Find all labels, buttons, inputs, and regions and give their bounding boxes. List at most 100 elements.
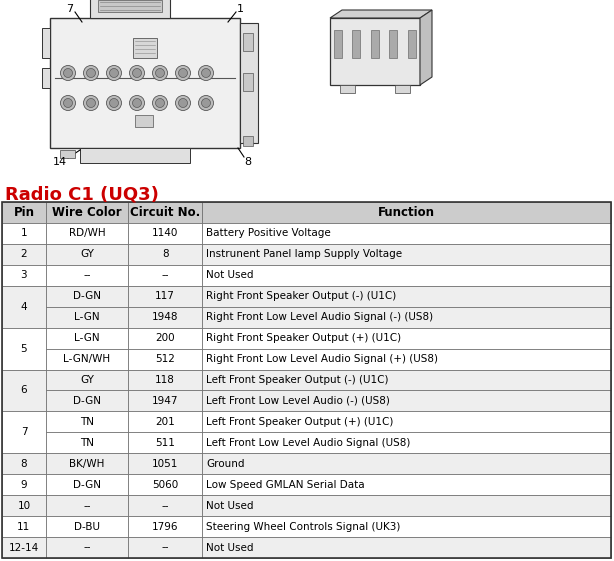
Bar bbox=[128, 202, 203, 223]
Bar bbox=[203, 474, 611, 495]
Polygon shape bbox=[330, 10, 432, 18]
Bar bbox=[203, 265, 611, 286]
Bar bbox=[203, 433, 611, 453]
Bar bbox=[46, 370, 128, 390]
Circle shape bbox=[133, 68, 141, 77]
Text: Right Front Speaker Output (-) (U1C): Right Front Speaker Output (-) (U1C) bbox=[206, 291, 397, 301]
Bar bbox=[203, 495, 611, 516]
Bar bbox=[46, 390, 128, 411]
Text: --: -- bbox=[161, 270, 169, 280]
Bar bbox=[42, 68, 50, 88]
Bar bbox=[203, 328, 611, 348]
Bar bbox=[46, 328, 128, 348]
Circle shape bbox=[201, 99, 211, 108]
Bar bbox=[128, 516, 203, 537]
Circle shape bbox=[198, 66, 214, 80]
Text: 1140: 1140 bbox=[152, 228, 179, 238]
Bar bbox=[2, 411, 46, 453]
Circle shape bbox=[155, 99, 165, 108]
Bar bbox=[203, 390, 611, 411]
Text: 512: 512 bbox=[155, 354, 175, 364]
Text: 10: 10 bbox=[17, 500, 31, 511]
Text: Not Used: Not Used bbox=[206, 270, 254, 280]
Bar bbox=[128, 244, 203, 265]
Bar bbox=[2, 516, 46, 537]
Circle shape bbox=[152, 66, 168, 80]
Text: 1948: 1948 bbox=[152, 312, 179, 322]
Bar bbox=[46, 348, 128, 370]
Bar bbox=[128, 348, 203, 370]
Bar bbox=[203, 286, 611, 307]
Bar bbox=[46, 495, 128, 516]
Circle shape bbox=[176, 95, 190, 111]
Text: 3: 3 bbox=[21, 270, 27, 280]
Text: 14: 14 bbox=[53, 157, 67, 167]
Bar bbox=[2, 202, 611, 558]
Bar bbox=[243, 33, 253, 51]
Bar bbox=[408, 30, 416, 58]
Bar bbox=[46, 453, 128, 474]
Text: 118: 118 bbox=[155, 375, 175, 385]
Bar bbox=[128, 328, 203, 348]
Circle shape bbox=[106, 66, 122, 80]
Bar bbox=[46, 307, 128, 328]
Text: 1: 1 bbox=[21, 228, 27, 238]
Text: Pin: Pin bbox=[14, 206, 34, 219]
Text: 1796: 1796 bbox=[152, 522, 179, 532]
Bar bbox=[50, 18, 240, 148]
Text: TN: TN bbox=[80, 438, 94, 448]
Bar bbox=[128, 390, 203, 411]
Bar bbox=[128, 286, 203, 307]
Text: Left Front Speaker Output (-) (U1C): Left Front Speaker Output (-) (U1C) bbox=[206, 375, 389, 385]
Text: Left Front Low Level Audio Signal (US8): Left Front Low Level Audio Signal (US8) bbox=[206, 438, 411, 448]
Text: Battery Positive Voltage: Battery Positive Voltage bbox=[206, 228, 331, 238]
Text: 4: 4 bbox=[21, 302, 27, 312]
Text: L-GN: L-GN bbox=[74, 333, 99, 343]
Text: 8: 8 bbox=[162, 249, 168, 259]
Bar bbox=[203, 453, 611, 474]
Text: Instrunent Panel lamp Supply Voltage: Instrunent Panel lamp Supply Voltage bbox=[206, 249, 403, 259]
Bar bbox=[2, 370, 46, 411]
Bar bbox=[46, 411, 128, 433]
Bar bbox=[128, 370, 203, 390]
Text: Right Front Low Level Audio Signal (+) (US8): Right Front Low Level Audio Signal (+) (… bbox=[206, 354, 438, 364]
Text: --: -- bbox=[161, 500, 169, 511]
Bar bbox=[340, 85, 355, 93]
Circle shape bbox=[155, 68, 165, 77]
Bar bbox=[352, 30, 360, 58]
Bar bbox=[203, 307, 611, 328]
Text: 1947: 1947 bbox=[152, 396, 179, 406]
Polygon shape bbox=[420, 10, 432, 85]
Bar bbox=[203, 223, 611, 244]
Text: 5: 5 bbox=[21, 343, 27, 353]
Bar bbox=[2, 495, 46, 516]
Text: Left Front Low Level Audio (-) (US8): Left Front Low Level Audio (-) (US8) bbox=[206, 396, 391, 406]
Bar bbox=[389, 30, 397, 58]
Bar bbox=[2, 265, 46, 286]
Text: Ground: Ground bbox=[206, 459, 245, 469]
Bar bbox=[334, 30, 342, 58]
Text: 8: 8 bbox=[21, 459, 27, 469]
Bar bbox=[128, 474, 203, 495]
Bar bbox=[128, 433, 203, 453]
Circle shape bbox=[130, 66, 144, 80]
Circle shape bbox=[198, 95, 214, 111]
Text: --: -- bbox=[84, 270, 91, 280]
Bar bbox=[2, 223, 46, 244]
Text: 7: 7 bbox=[66, 4, 74, 14]
Text: --: -- bbox=[84, 542, 91, 553]
Circle shape bbox=[87, 99, 96, 108]
Circle shape bbox=[179, 99, 187, 108]
Bar bbox=[203, 244, 611, 265]
Text: 9: 9 bbox=[21, 480, 27, 490]
Text: 1: 1 bbox=[236, 4, 244, 14]
Bar bbox=[46, 474, 128, 495]
Bar bbox=[395, 85, 410, 93]
Text: Left Front Speaker Output (+) (U1C): Left Front Speaker Output (+) (U1C) bbox=[206, 417, 394, 427]
Text: D-GN: D-GN bbox=[73, 396, 101, 406]
Bar bbox=[128, 265, 203, 286]
Circle shape bbox=[106, 95, 122, 111]
Bar bbox=[243, 136, 253, 146]
Bar bbox=[80, 148, 190, 163]
Text: L-GN/WH: L-GN/WH bbox=[63, 354, 111, 364]
